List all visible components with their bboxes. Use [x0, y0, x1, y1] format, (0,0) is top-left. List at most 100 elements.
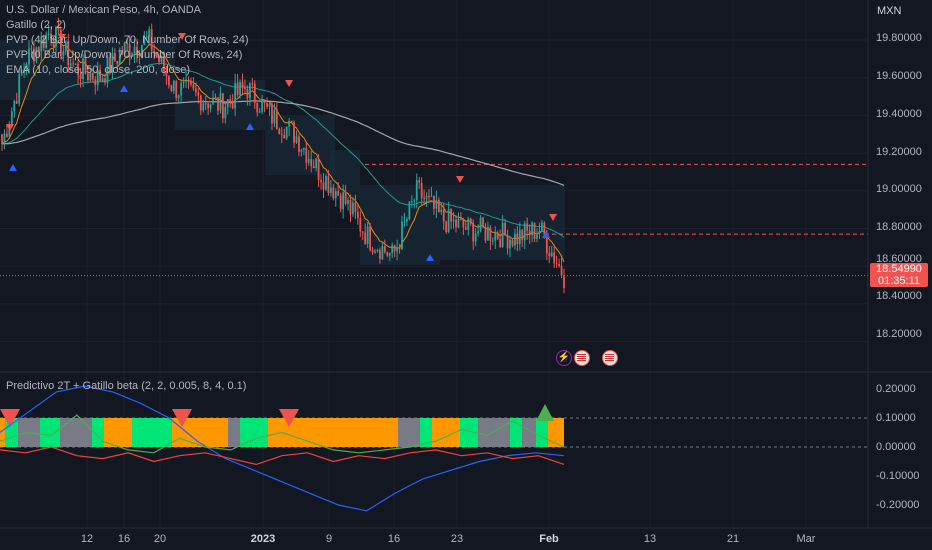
candle-body [180, 83, 182, 95]
candle-body [310, 159, 312, 166]
candle-body [423, 198, 425, 199]
indicator-band-segment [240, 418, 268, 447]
candle-body [212, 98, 214, 105]
candle-body [200, 95, 202, 110]
candle-body [389, 253, 391, 255]
candle-body [504, 223, 506, 235]
candle-body [438, 200, 440, 212]
candle-body [494, 233, 496, 241]
indicator-band-segment [536, 418, 548, 447]
price-tick: 19.00000 [876, 183, 922, 195]
current-price-value: 18.54990 [870, 263, 928, 275]
candle-body [232, 101, 234, 108]
candle-body [492, 241, 494, 242]
candle-body [249, 83, 251, 98]
candle-body [381, 246, 383, 259]
candle-body [553, 252, 555, 263]
candle-body [379, 250, 381, 259]
candle-body [347, 200, 349, 204]
candle-body [433, 196, 435, 209]
price-tick: 19.40000 [876, 108, 922, 120]
candle-body [499, 239, 501, 247]
legend-gatillo[interactable]: Gatillo (2, 2) [6, 19, 66, 31]
candle-body [303, 148, 305, 150]
chart-title[interactable]: U.S. Dollar / Mexican Peso, 4h, OANDA [6, 4, 201, 16]
currency-label[interactable]: MXN [877, 5, 901, 17]
candle-body [357, 212, 359, 218]
event-icons: ⚡ [556, 350, 618, 366]
candle-body [443, 210, 445, 222]
candle-body [288, 121, 290, 127]
candle-body [489, 227, 491, 241]
candle-body [301, 150, 303, 152]
candle-body [305, 148, 307, 163]
candle-body [362, 231, 364, 232]
candle-body [421, 183, 423, 198]
candle-body [536, 234, 538, 239]
candle-body [239, 82, 241, 95]
candle-body [293, 122, 295, 142]
candle-body [529, 231, 531, 235]
candle-body [220, 93, 222, 110]
candle-body [217, 97, 219, 110]
candle-body [470, 219, 472, 224]
time-tick: 13 [644, 533, 656, 545]
candle-body [283, 135, 285, 138]
candle-body [215, 97, 217, 98]
candle-body [558, 264, 560, 266]
candle-body [256, 103, 258, 112]
candle-body [460, 219, 462, 220]
lightning-event-icon[interactable]: ⚡ [556, 350, 572, 366]
candle-body [534, 223, 536, 239]
candle-body [94, 80, 96, 86]
indicator-tick: 0.00000 [876, 441, 916, 453]
candle-body [342, 192, 344, 209]
us-flag-icon[interactable] [602, 350, 618, 366]
candle-body [332, 187, 334, 198]
candle-body [416, 180, 418, 200]
candle-body [497, 233, 499, 239]
time-tick: 12 [81, 533, 93, 545]
candle-body [401, 222, 403, 249]
legend-pvp-42[interactable]: PVP (42 Bar, Up/Down, 70, Number Of Rows… [6, 34, 249, 46]
candle-body [6, 134, 8, 137]
candle-body [188, 80, 190, 82]
price-tick: 18.80000 [876, 221, 922, 233]
candle-body [472, 223, 474, 241]
us-flag-icon[interactable] [574, 350, 590, 366]
time-tick: 9 [326, 533, 332, 545]
candle-body [462, 219, 464, 227]
candle-body [485, 227, 487, 241]
candle-body [524, 223, 526, 240]
candle-body [384, 246, 386, 252]
candle-body [328, 176, 330, 193]
candle-body [406, 219, 408, 221]
candle-body [340, 196, 342, 210]
candle-body [4, 134, 6, 144]
candle-body [335, 191, 337, 198]
candle-body [102, 78, 104, 81]
candle-body [502, 223, 504, 247]
indicator-pane[interactable] [0, 386, 868, 511]
legend-pvp-0[interactable]: PVP (0 Bar, Up/Down, 70, Number Of Rows,… [6, 49, 242, 61]
candle-body [224, 107, 226, 118]
time-tick: 16 [388, 533, 400, 545]
indicator-band-segment [60, 418, 92, 447]
candle-body [308, 159, 310, 163]
candle-body [244, 88, 246, 89]
candle-body [325, 176, 327, 190]
candle-body [556, 263, 558, 264]
indicator-tick: -0.20000 [876, 499, 919, 511]
candle-body [411, 201, 413, 202]
candle-body [445, 221, 447, 232]
candle-body [477, 231, 479, 233]
indicator-title[interactable]: Predictivo 2T + Gatillo beta (2, 2, 0.00… [6, 380, 246, 392]
candle-body [377, 250, 379, 251]
legend-ema[interactable]: EMA (10, close, 50, close, 200, close) [6, 64, 190, 76]
candle-body [364, 233, 366, 244]
candle-body [541, 223, 543, 231]
candle-body [482, 218, 484, 227]
candle-body [487, 227, 489, 240]
candle-body [350, 200, 352, 214]
